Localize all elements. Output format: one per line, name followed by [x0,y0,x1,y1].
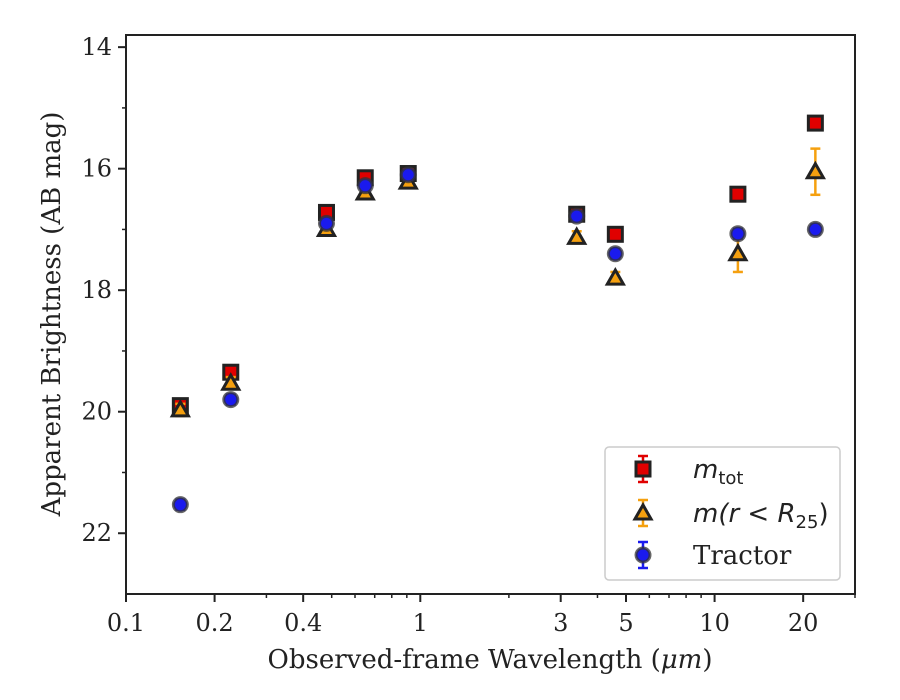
legend-entry-0-marker [634,460,652,478]
series-2-point-4 [399,166,417,184]
series-0-point-6 [606,225,624,243]
legend: mtot m(r < R25) Tractor [604,446,841,581]
series-2-point-8 [806,220,824,238]
x-tick-label-7: 20 [788,609,819,637]
series-0-point-7 [729,185,747,203]
x-tick-label-0: 0.1 [107,609,145,637]
x-tick-label-2: 0.4 [284,609,322,637]
series-1-point-0 [169,398,191,418]
x-tick-label-3: 1 [413,609,428,637]
x-axis-label: Observed-frame Wavelength (μm) [268,645,713,675]
series-2-point-1 [222,391,240,409]
series-1-point-6 [604,266,626,286]
legend-entry-2-label: Tractor [693,541,792,571]
y-tick-label-1: 16 [81,155,112,183]
series-2-point-0 [171,496,189,514]
y-axis-label: Apparent Brightness (AB mag) [37,112,67,518]
series-2 [171,166,824,514]
plot-frame [125,34,856,595]
x-tick-label-4: 3 [553,609,568,637]
series-1-point-7 [727,242,749,262]
x-tick-label-1: 0.2 [196,609,234,637]
y-tick-label-4: 22 [81,519,112,547]
legend-entry-0: mtot [634,454,743,489]
series-2-point-3 [356,177,374,195]
legend-entry-2: Tractor [634,540,792,571]
series-1-point-8 [804,160,826,180]
series-2-point-7 [729,225,747,243]
legend-entry-1: m(r < R25) [632,498,829,533]
series-1-point-5 [566,226,588,245]
x-tick-label-6: 10 [699,609,730,637]
y-tick-label-2: 18 [81,276,112,304]
series-0-point-8 [806,114,824,132]
series-1-point-1 [220,372,242,391]
legend-entry-2-marker [634,546,652,564]
legend-entry-1-label: m(r < R25) [693,499,829,533]
series-2-point-5 [568,207,586,225]
series-2-point-6 [606,245,624,263]
legend-entry-1-marker [632,501,654,521]
y-tick-label-3: 20 [81,398,112,426]
y-tick-label-0: 14 [81,33,112,61]
legend-box [604,446,841,581]
x-tick-label-5: 5 [618,609,633,637]
axes: 0.1 0.2 0.4 1 3 5 10 20 14 16 18 20 22 [81,33,856,637]
plot-area [169,114,826,514]
legend-entry-0-label: mtot [693,455,743,489]
series-2-point-2 [317,214,335,232]
